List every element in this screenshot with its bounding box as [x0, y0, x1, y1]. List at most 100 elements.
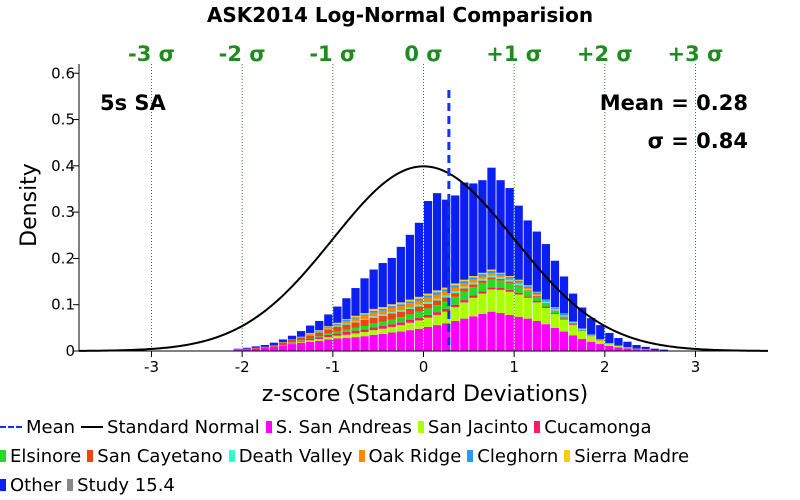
- bar-segment: [423, 314, 433, 318]
- bar-segment: [405, 307, 415, 309]
- bar-segment: [578, 329, 587, 331]
- bar-segment: [315, 320, 324, 331]
- bar-segment: [396, 310, 405, 312]
- bar-segment: [387, 312, 396, 314]
- bar-segment: [324, 334, 333, 338]
- bar-segment: [360, 329, 369, 333]
- bar-segment: [387, 304, 396, 307]
- legend-label: S. San Andreas: [275, 416, 412, 438]
- bar-segment: [632, 349, 641, 351]
- bar-segment: [451, 293, 460, 297]
- bar-segment: [387, 326, 396, 333]
- bar-segment: [342, 338, 351, 351]
- bar-segment: [460, 286, 469, 289]
- bar-segment: [505, 282, 514, 290]
- sigma-label: -3 σ: [128, 42, 175, 66]
- standard-normal-curve: [78, 165, 769, 352]
- legend-label: Oak Ridge: [368, 445, 462, 467]
- bar-segment: [623, 348, 632, 351]
- legend-swatch: [467, 450, 474, 462]
- bar-segment: [432, 312, 442, 315]
- bar-segment: [559, 316, 569, 319]
- bar-segment: [423, 201, 433, 294]
- y-tick-label: 0.4: [51, 157, 75, 175]
- period-label: 5s SA: [100, 91, 167, 115]
- bar-segment: [432, 325, 442, 351]
- bar-segment: [641, 349, 650, 351]
- legend-item: Elsinore: [0, 446, 81, 467]
- bar-segment: [505, 314, 514, 351]
- bar-segment: [360, 315, 369, 320]
- legend-label: Cucamonga: [544, 416, 652, 438]
- legend-swatch: [564, 450, 571, 462]
- bar-segment: [396, 306, 405, 311]
- bar-segment: [315, 336, 324, 338]
- bar-segment: [432, 305, 442, 313]
- bar-segment: [451, 320, 460, 351]
- bar-segment: [650, 348, 659, 351]
- bar-segment: [315, 340, 324, 351]
- bar-segment: [369, 327, 378, 331]
- bar-segment: [478, 282, 487, 292]
- legend-item: Cleghorn: [467, 446, 558, 467]
- bar-segment: [532, 301, 541, 303]
- bar-segment: [523, 285, 532, 287]
- bar-segment: [478, 293, 487, 314]
- bar-segment: [387, 257, 396, 305]
- x-axis-label: z-score (Standard Deviations): [262, 382, 589, 407]
- bar-segment: [405, 314, 415, 320]
- bar-segment: [550, 313, 560, 328]
- bar-segment: [333, 326, 342, 332]
- bar-segment: [342, 319, 351, 322]
- bar-segment: [532, 296, 541, 302]
- bar-segment: [423, 308, 433, 315]
- bar-segment: [378, 315, 387, 322]
- bar-segment: [451, 307, 460, 321]
- bar-segment: [369, 316, 378, 318]
- bar-segment: [278, 342, 288, 345]
- bar-segment: [478, 313, 487, 351]
- bar-segment: [360, 336, 369, 351]
- bar-segment: [487, 311, 496, 351]
- bar-segment: [324, 327, 333, 329]
- bar-segment: [333, 333, 342, 336]
- y-tick-label: 0: [65, 342, 75, 360]
- bar-segment: [360, 313, 369, 315]
- bar-segment: [360, 326, 369, 330]
- legend-swatch: [87, 450, 94, 462]
- bar-segment: [423, 317, 433, 327]
- x-tick-label: 3: [691, 358, 701, 376]
- bar-segment: [396, 302, 405, 305]
- legend-label: Death Valley: [238, 445, 353, 467]
- bar-segment: [505, 278, 514, 281]
- bar-segment: [442, 323, 451, 351]
- bar-segment: [269, 344, 279, 347]
- bar-segment: [333, 323, 342, 325]
- bar-segment: [387, 313, 396, 320]
- bar-segment: [378, 328, 387, 334]
- bar-segment: [514, 282, 523, 284]
- bar-segment: [360, 314, 369, 316]
- bar-segment: [414, 317, 424, 321]
- bar-segment: [514, 279, 523, 281]
- bar-segment: [605, 332, 614, 344]
- bar-segment: [523, 220, 532, 286]
- bar-segment: [342, 298, 351, 320]
- bar-segment: [487, 275, 496, 278]
- bar-segment: [460, 302, 469, 319]
- bar-segment: [578, 307, 587, 329]
- x-tick-label: -1: [325, 358, 340, 376]
- legend-row: Other Study 15.4: [0, 471, 181, 499]
- bar-segment: [469, 277, 478, 280]
- sigma-label: +1 σ: [486, 42, 542, 66]
- bar-segment: [432, 298, 442, 301]
- legend: Mean Standard Normal S. San Andreas San Jac…: [0, 412, 800, 500]
- bar-segment: [632, 344, 641, 349]
- bar-segment: [478, 278, 487, 281]
- bar-segment: [423, 326, 433, 351]
- bar-segment: [442, 311, 451, 324]
- bar-segment: [378, 321, 387, 327]
- bar-segment: [369, 334, 378, 351]
- bar-segment: [623, 341, 632, 348]
